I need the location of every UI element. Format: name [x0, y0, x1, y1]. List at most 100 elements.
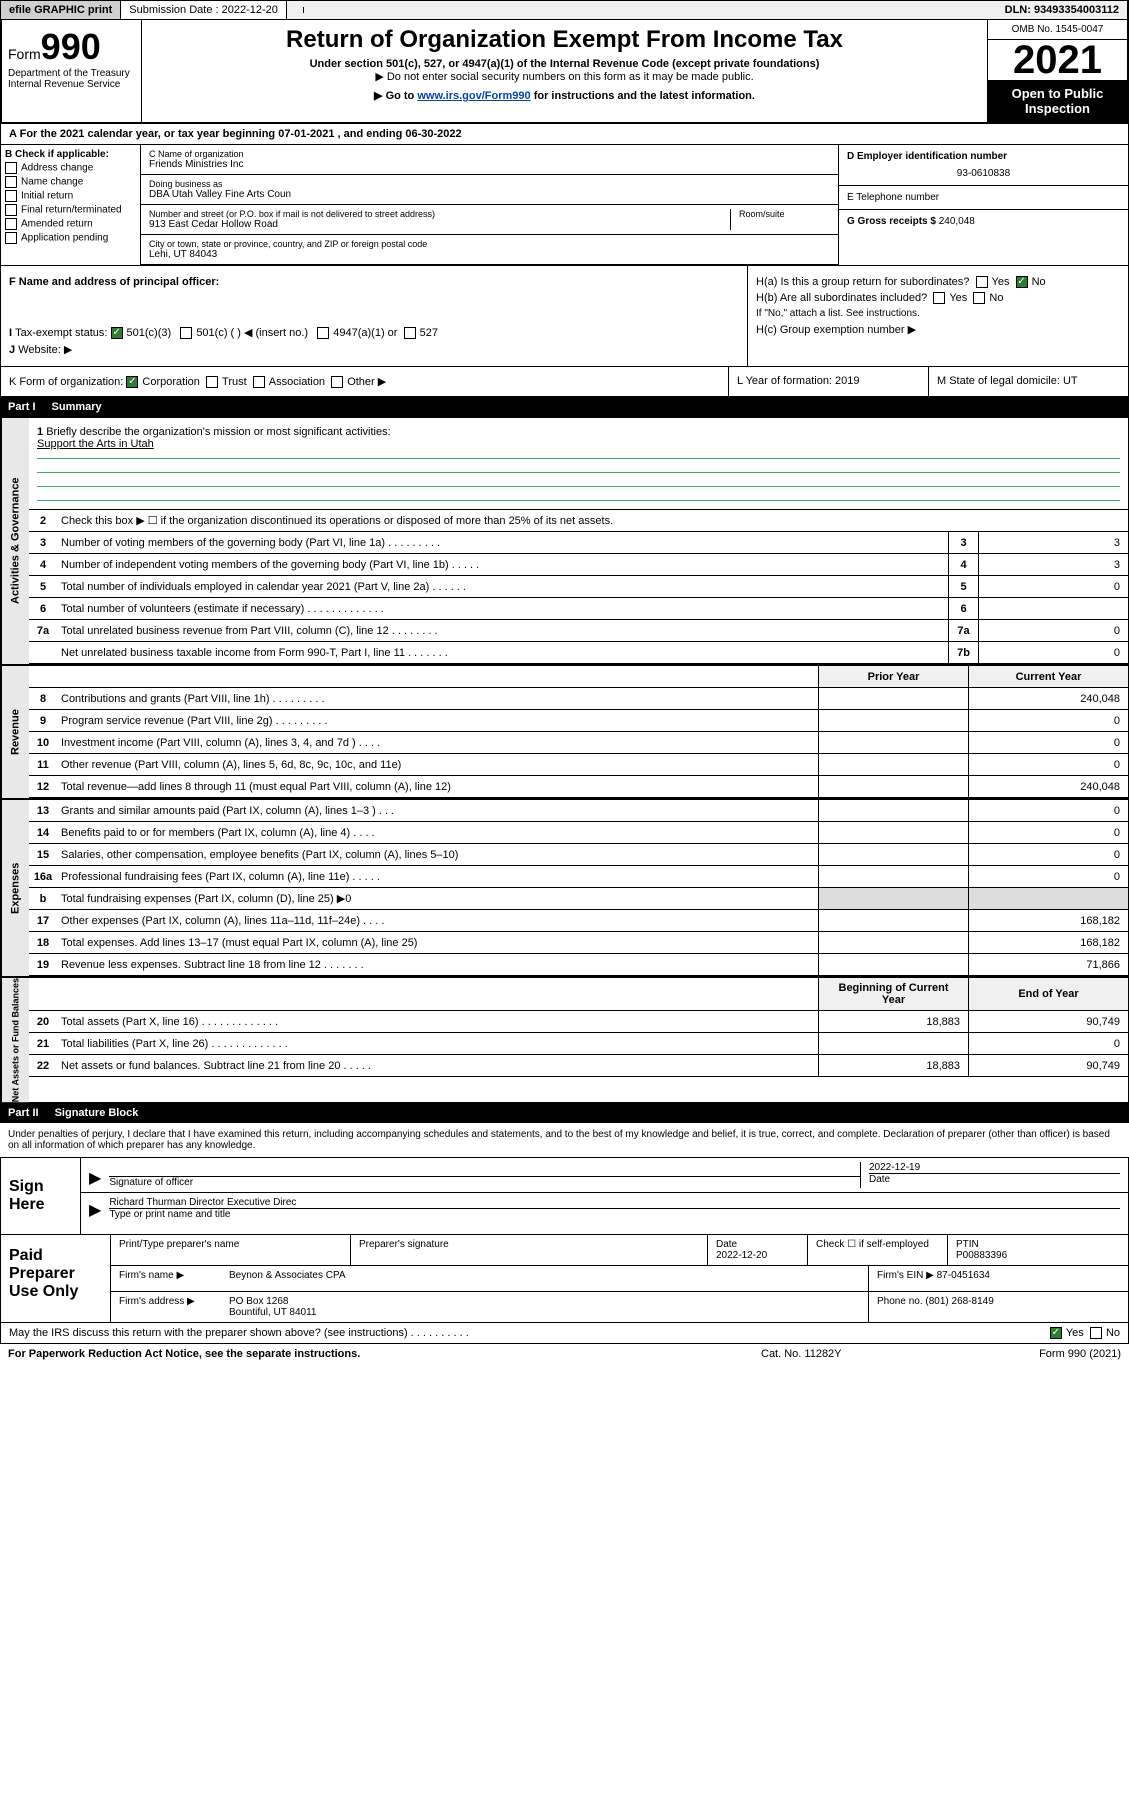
part2-header: Part II Signature Block [0, 1103, 1129, 1123]
omb-number: OMB No. 1545-0047 [988, 20, 1127, 40]
ha-label: H(a) Is this a group return for subordin… [756, 276, 969, 288]
chk-501c[interactable] [180, 327, 192, 339]
vert-revenue: Revenue [1, 666, 29, 798]
summary-line: 14Benefits paid to or for members (Part … [29, 822, 1128, 844]
street-value: 913 East Cedar Hollow Road [149, 219, 730, 230]
firm-ein-label: Firm's EIN ▶ [877, 1270, 934, 1281]
summary-line: 11Other revenue (Part VIII, column (A), … [29, 754, 1128, 776]
lbl-501c3: 501(c)(3) [127, 327, 172, 339]
chk-ha-no[interactable] [1016, 276, 1028, 288]
goto-pre: ▶ Go to [374, 90, 417, 102]
sig-officer-label: Signature of officer [109, 1176, 860, 1188]
open-public: Open to Public Inspection [988, 80, 1127, 122]
i-tax-exempt-label: Tax-exempt status: [15, 327, 107, 339]
part2-num: Part II [8, 1107, 39, 1119]
room-label: Room/suite [739, 209, 830, 219]
q2-text: Check this box ▶ ☐ if the organization d… [57, 510, 1128, 531]
dba-label: Doing business as [149, 179, 830, 189]
exp-block: Expenses 13Grants and similar amounts pa… [0, 799, 1129, 977]
g-receipts-label: G Gross receipts $ [847, 216, 936, 227]
summary-line: 8Contributions and grants (Part VIII, li… [29, 688, 1128, 710]
summary-line: 6Total number of volunteers (estimate if… [29, 598, 1128, 620]
col-prior: Prior Year [818, 666, 968, 687]
section-a: B Check if applicable: Address change Na… [0, 145, 1129, 266]
tax-year-text: For the 2021 calendar year, or tax year … [20, 128, 462, 140]
goto-link[interactable]: www.irs.gov/Form990 [417, 90, 530, 102]
summary-line: 22Net assets or fund balances. Subtract … [29, 1055, 1128, 1077]
lbl-yes2: Yes [949, 292, 967, 304]
part1-num: Part I [8, 401, 36, 413]
summary-line: 17Other expenses (Part IX, column (A), l… [29, 910, 1128, 932]
sig-name: Richard Thurman Director Executive Direc [109, 1197, 1120, 1208]
vert-governance: Activities & Governance [1, 418, 29, 664]
summary-line: 15Salaries, other compensation, employee… [29, 844, 1128, 866]
phone-label: Phone no. [877, 1296, 923, 1307]
chk-amended-return[interactable]: Amended return [5, 218, 136, 230]
j-website-label: Website: ▶ [18, 344, 72, 356]
m-state-domicile: M State of legal domicile: UT [928, 367, 1128, 396]
submission-date: Submission Date : 2022-12-20 [121, 1, 287, 19]
lbl-assoc: Association [269, 376, 325, 388]
cat-no: Cat. No. 11282Y [761, 1348, 961, 1360]
chk-other[interactable] [331, 376, 343, 388]
chk-501c3[interactable] [111, 327, 123, 339]
firm-name: Beynon & Associates CPA [221, 1266, 868, 1291]
goto-line: ▶ Go to www.irs.gov/Form990 for instruct… [148, 89, 981, 102]
firm-addr-label: Firm's address ▶ [111, 1292, 221, 1322]
e-phone-label: E Telephone number [847, 192, 1120, 203]
discuss-question: May the IRS discuss this return with the… [9, 1327, 1050, 1339]
summary-line: 9Program service revenue (Part VIII, lin… [29, 710, 1128, 732]
vert-expenses: Expenses [1, 800, 29, 976]
blank-cell [287, 7, 304, 13]
summary-line: 3Number of voting members of the governi… [29, 532, 1128, 554]
k-label: K Form of organization: [9, 376, 123, 388]
chk-application-pending[interactable]: Application pending [5, 232, 136, 244]
firm-ein: 87-0451634 [937, 1270, 990, 1281]
q1-answer: Support the Arts in Utah [37, 438, 154, 450]
chk-assoc[interactable] [253, 376, 265, 388]
summary-line: 13Grants and similar amounts paid (Part … [29, 800, 1128, 822]
f-officer-label: F Name and address of principal officer: [9, 276, 219, 288]
chk-corp[interactable] [126, 376, 138, 388]
summary-line: 20Total assets (Part X, line 16) . . . .… [29, 1011, 1128, 1033]
form-note: ▶ Do not enter social security numbers o… [148, 70, 981, 83]
chk-name-change[interactable]: Name change [5, 176, 136, 188]
summary-line: 16aProfessional fundraising fees (Part I… [29, 866, 1128, 888]
lbl-501c: 501(c) ( ) ◀ (insert no.) [196, 327, 308, 339]
tax-year-range: A For the 2021 calendar year, or tax yea… [0, 124, 1129, 145]
q1-num: 1 [37, 426, 43, 438]
chk-final-return[interactable]: Final return/terminated [5, 204, 136, 216]
tax-year: 2021 [988, 40, 1127, 80]
chk-discuss-no[interactable] [1090, 1327, 1102, 1339]
hc-label: H(c) Group exemption number ▶ [756, 324, 916, 336]
l-year-formation: L Year of formation: 2019 [728, 367, 928, 396]
top-bar: efile GRAPHIC print Submission Date : 20… [0, 0, 1129, 20]
paperwork-notice: For Paperwork Reduction Act Notice, see … [8, 1348, 761, 1360]
q2-num: 2 [29, 511, 57, 531]
klm-row: K Form of organization: Corporation Trus… [0, 367, 1129, 397]
chk-ha-yes[interactable] [976, 276, 988, 288]
firm-name-label: Firm's name ▶ [111, 1266, 221, 1291]
chk-527[interactable] [404, 327, 416, 339]
chk-discuss-yes[interactable] [1050, 1327, 1062, 1339]
g-receipts-value: 240,048 [939, 216, 975, 227]
arrow-icon: ▶ [89, 1200, 101, 1220]
form-ref: Form 990 (2021) [961, 1348, 1121, 1360]
part2-title: Signature Block [55, 1107, 139, 1119]
paid-preparer-block: Paid Preparer Use Only Print/Type prepar… [0, 1235, 1129, 1323]
sig-name-label: Type or print name and title [109, 1208, 1120, 1220]
summary-line: 5Total number of individuals employed in… [29, 576, 1128, 598]
form-subtitle: Under section 501(c), 527, or 4947(a)(1)… [148, 58, 981, 70]
efile-print-button[interactable]: efile GRAPHIC print [1, 1, 121, 19]
chk-address-change[interactable]: Address change [5, 162, 136, 174]
lbl-corp: Corporation [142, 376, 199, 388]
form-num: 990 [41, 26, 101, 67]
chk-trust[interactable] [206, 376, 218, 388]
summary-line: Net unrelated business taxable income fr… [29, 642, 1128, 664]
lbl-527: 527 [420, 327, 438, 339]
chk-hb-no[interactable] [973, 292, 985, 304]
summary-line: 12Total revenue—add lines 8 through 11 (… [29, 776, 1128, 798]
chk-initial-return[interactable]: Initial return [5, 190, 136, 202]
chk-hb-yes[interactable] [933, 292, 945, 304]
chk-4947[interactable] [317, 327, 329, 339]
